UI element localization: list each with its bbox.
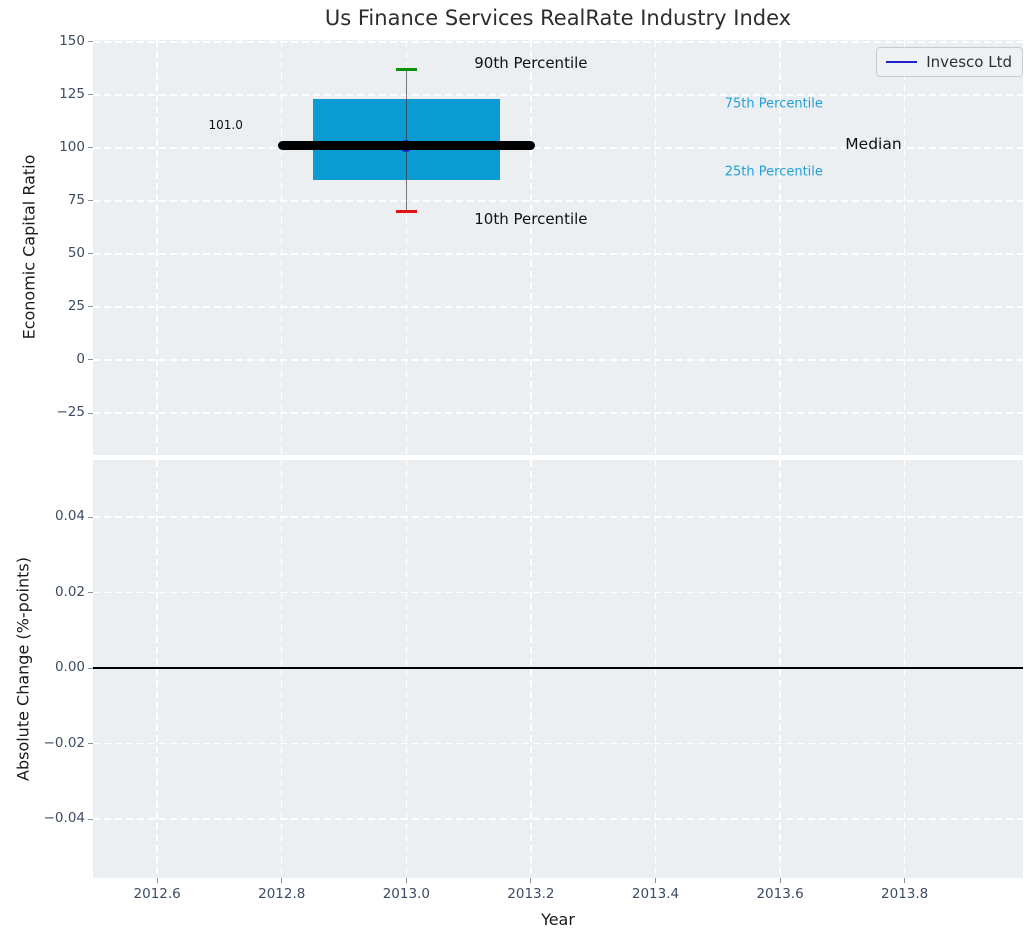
gridline-x	[156, 460, 158, 878]
y-tick-label: −0.02	[43, 734, 85, 751]
legend-line-icon	[886, 61, 918, 63]
y-tick-label: 125	[59, 85, 85, 102]
gridline-x	[779, 460, 781, 878]
annotation-10th-percentile: 10th Percentile	[474, 209, 588, 228]
axes-top: 90th Percentile 10th Percentile 75th Perce…	[93, 40, 1023, 455]
p90-cap	[395, 67, 417, 71]
gridline-x	[405, 460, 408, 878]
x-tick-label: 2013.2	[507, 886, 555, 902]
y-tick-label: 150	[59, 32, 85, 49]
y-tick-mark	[88, 41, 93, 43]
x-tick-label: 2013.6	[756, 886, 804, 902]
x-tick-label: 2013.4	[631, 886, 680, 902]
x-tick-mark	[281, 878, 283, 883]
axes-bottom	[93, 460, 1023, 878]
y-tick-label: −25	[56, 404, 86, 420]
gridline-y	[93, 742, 1023, 745]
y-tick-mark	[88, 412, 93, 414]
gridline-y	[93, 412, 1023, 414]
y-tick-label: 0.02	[54, 583, 85, 600]
y-tick-mark	[88, 147, 93, 149]
x-tick-mark	[904, 878, 906, 883]
annotation-75th-percentile: 75th Percentile	[724, 96, 823, 112]
y-tick-label: 0.00	[54, 659, 85, 676]
x-tick-mark	[405, 878, 407, 883]
x-axis-label: Year	[541, 910, 575, 929]
y-tick-label: −0.04	[43, 810, 85, 827]
median-line	[277, 141, 535, 151]
zero-line	[93, 667, 1023, 669]
gridline-x	[280, 40, 283, 455]
gridline-y	[93, 41, 1023, 43]
y-tick-label: 75	[67, 191, 85, 208]
gridline-y	[93, 253, 1023, 255]
gridline-y	[93, 818, 1023, 820]
annotation-101-0: 101.0	[208, 117, 243, 132]
y-tick-mark	[88, 667, 93, 669]
gridline-y	[93, 359, 1023, 361]
x-tick-label: 2013.8	[881, 886, 929, 902]
gridline-x	[530, 460, 532, 878]
y-tick-mark	[88, 306, 93, 308]
p10-cap	[395, 210, 417, 214]
x-tick-mark	[779, 878, 781, 883]
x-tick-label: 2012.8	[258, 886, 306, 902]
gridline-x	[405, 40, 408, 455]
y-tick-mark	[88, 592, 93, 594]
y-tick-label: 0.04	[54, 508, 85, 525]
y-tick-mark	[88, 359, 93, 361]
y-tick-mark	[88, 516, 93, 518]
y-tick-label: 0	[76, 350, 85, 367]
annotation-25th-percentile: 25th Percentile	[724, 164, 823, 180]
legend: Invesco Ltd	[876, 47, 1023, 77]
x-tick-label: 2013.0	[382, 886, 430, 902]
gridline-y	[93, 200, 1023, 202]
x-tick-mark	[156, 878, 158, 883]
y-tick-mark	[88, 743, 93, 745]
annotation-90th-percentile: 90th Percentile	[474, 54, 588, 73]
x-tick-mark	[654, 878, 656, 883]
gridline-y	[93, 94, 1023, 96]
gridline-y	[93, 306, 1023, 308]
y-tick-mark	[88, 253, 93, 255]
y-tick-mark	[88, 818, 93, 820]
gridline-x	[156, 40, 158, 455]
gridline-y	[93, 516, 1023, 518]
gridline-x	[779, 40, 781, 455]
gridline-y	[93, 147, 1023, 149]
gridline-y	[93, 591, 1023, 594]
y-tick-label: 100	[59, 138, 85, 155]
x-tick-mark	[530, 878, 532, 883]
gridline-x	[280, 460, 283, 878]
y-tick-mark	[88, 200, 93, 202]
y-tick-label: 50	[67, 244, 85, 261]
y-tick-label: 25	[67, 297, 85, 314]
y-tick-mark	[88, 94, 93, 96]
chart-title: Us Finance Services RealRate Industry In…	[324, 6, 792, 30]
gridline-x	[530, 40, 532, 455]
gridline-x	[654, 460, 657, 878]
gridline-x	[903, 460, 906, 878]
x-tick-label: 2012.6	[133, 886, 181, 902]
gridline-x	[654, 40, 657, 455]
legend-label: Invesco Ltd	[926, 53, 1012, 71]
annotation-median: Median	[845, 134, 902, 153]
gridline-x	[903, 40, 906, 455]
